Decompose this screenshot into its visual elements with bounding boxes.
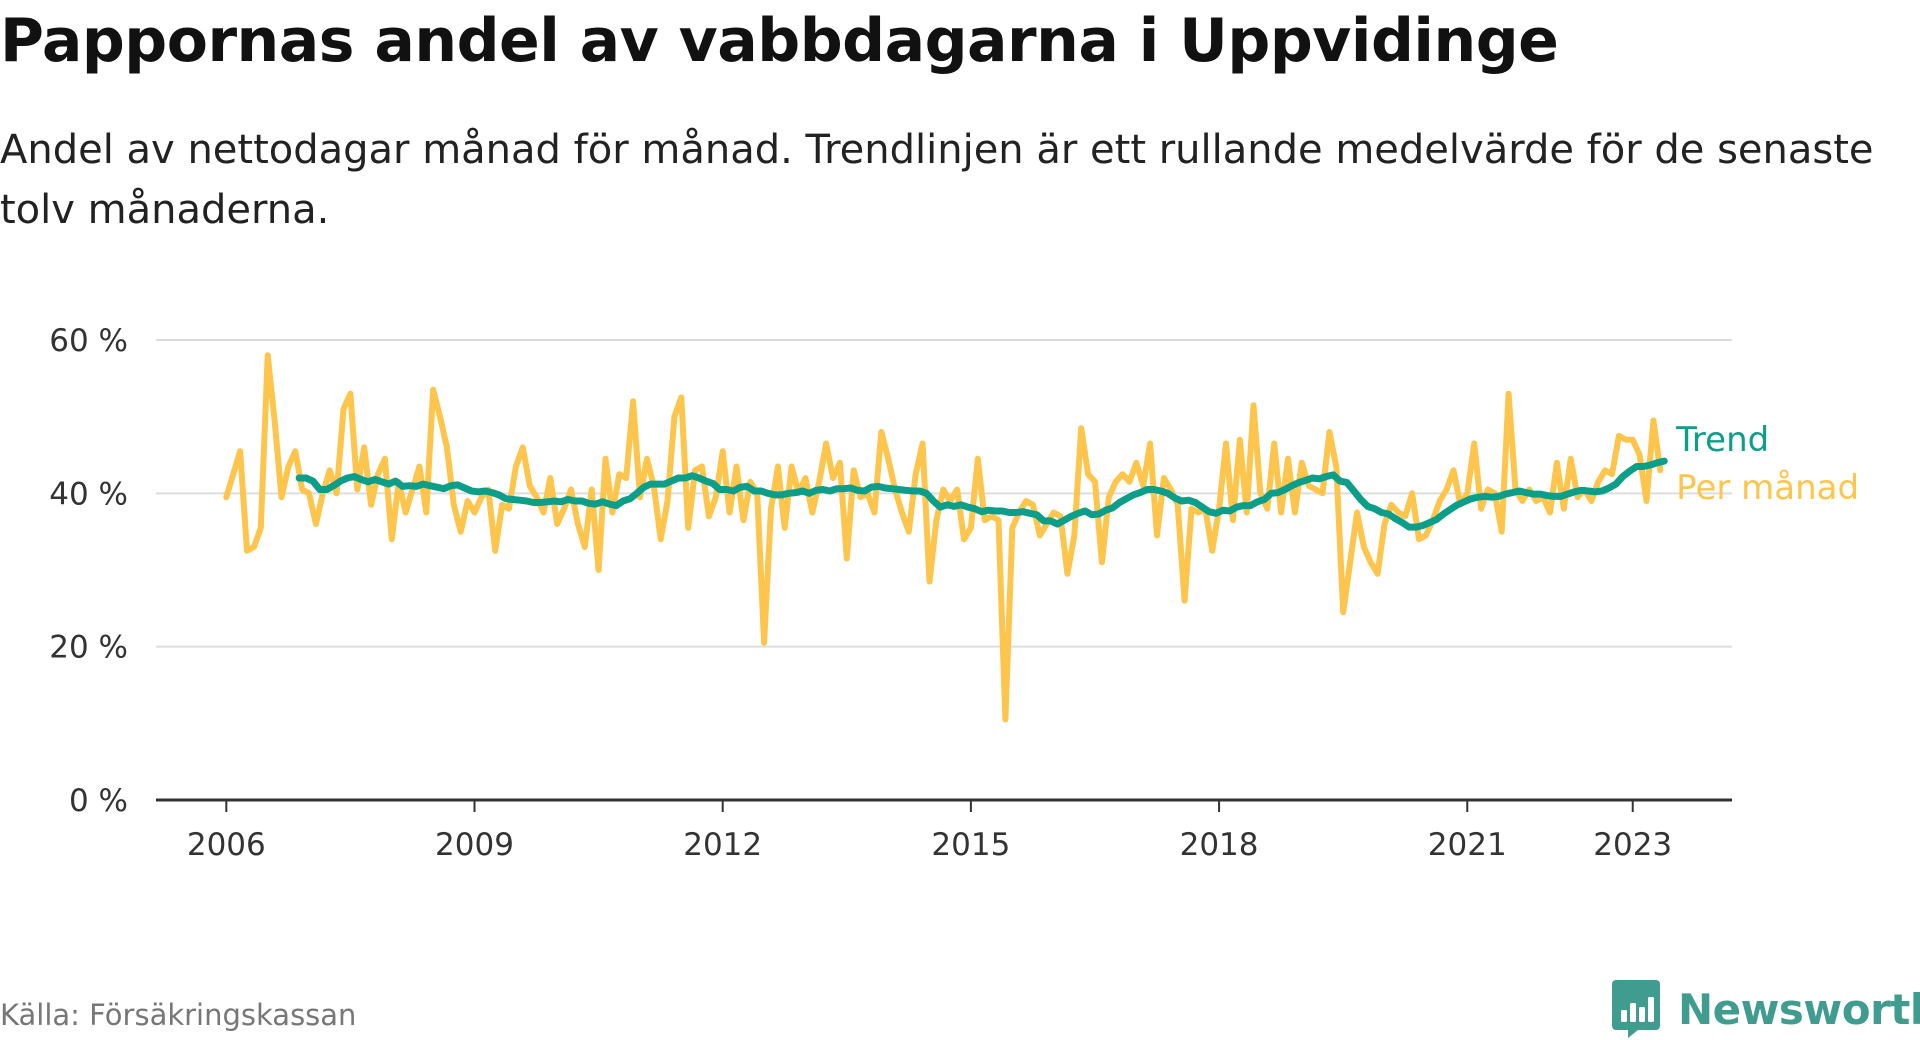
y-axis-ticks: 0 % 20 % 40 % 60 % bbox=[49, 323, 128, 819]
x-tick-label: 2018 bbox=[1180, 827, 1259, 863]
bar-chart-logo-icon bbox=[1612, 980, 1660, 1038]
y-tick-label: 0 % bbox=[69, 783, 128, 819]
x-tick-label: 2021 bbox=[1428, 827, 1507, 863]
series-line-trend bbox=[295, 457, 1668, 531]
x-tick-label: 2006 bbox=[187, 827, 266, 863]
y-tick-label: 60 % bbox=[49, 323, 128, 359]
legend: Trend Per månad bbox=[1675, 420, 1859, 508]
chart-title: Pappornas andel av vabbdagarna i Uppvidi… bbox=[0, 6, 1559, 76]
series-lines bbox=[223, 352, 1668, 723]
gridlines bbox=[156, 339, 1732, 802]
x-tick-label: 2023 bbox=[1593, 827, 1672, 863]
source-note: Källa: Försäkringskassan bbox=[0, 998, 357, 1032]
x-tick-label: 2015 bbox=[931, 827, 1010, 863]
x-tick-label: 2009 bbox=[435, 827, 514, 863]
brand-logo: Newsworthy bbox=[1612, 978, 1920, 1040]
brand-name: Newsworthy bbox=[1678, 984, 1920, 1034]
chart-subtitle: Andel av nettodagar månad för månad. Tre… bbox=[0, 127, 1874, 233]
legend-label-trend: Trend bbox=[1675, 420, 1769, 460]
series-line-monthly bbox=[223, 352, 1664, 723]
x-axis-ticks: 2006 2009 2012 2015 2018 2021 2023 bbox=[187, 800, 1672, 863]
y-tick-label: 40 % bbox=[49, 476, 128, 512]
x-tick-label: 2012 bbox=[683, 827, 762, 863]
legend-label-monthly: Per månad bbox=[1676, 468, 1859, 508]
y-tick-label: 20 % bbox=[49, 630, 128, 666]
